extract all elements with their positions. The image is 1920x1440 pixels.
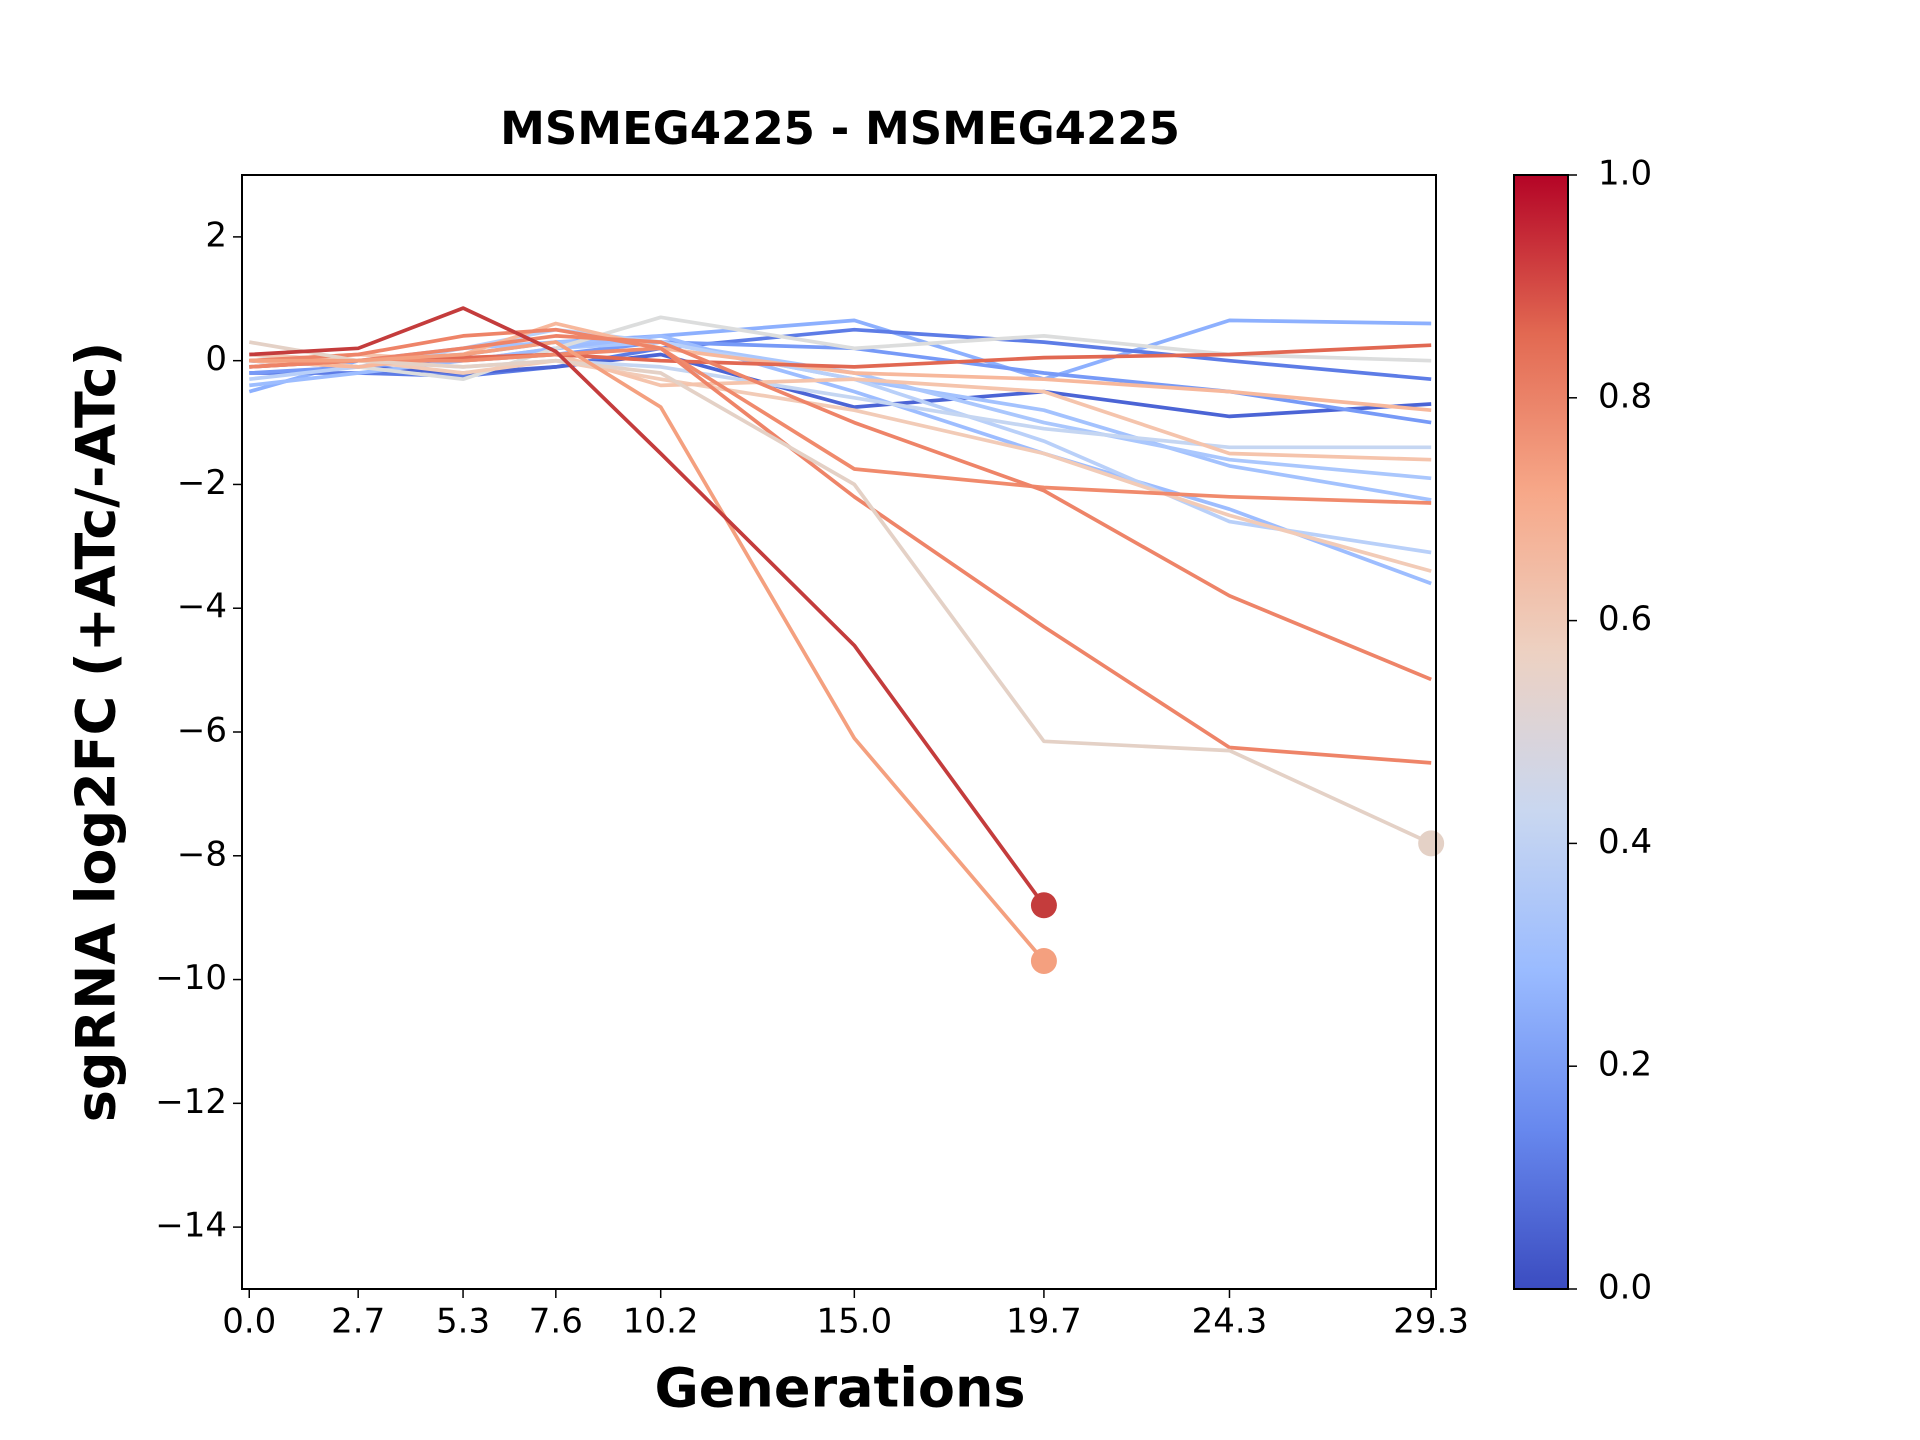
colorbar-tick-label: 0.4 — [1598, 822, 1652, 862]
end-marker — [1418, 830, 1445, 857]
y-tick-label: 0 — [205, 339, 227, 379]
colorbar-tick-label: 0.6 — [1598, 599, 1652, 639]
series-line — [249, 315, 1432, 382]
colorbar-tick-label: 0.2 — [1598, 1045, 1652, 1085]
end-marker — [1030, 892, 1057, 919]
x-tick-label: 15.0 — [816, 1302, 892, 1342]
y-tick-label: −6 — [177, 711, 227, 751]
y-tick-label: −8 — [177, 834, 227, 874]
end-marker — [1030, 947, 1057, 974]
series-line — [249, 306, 1046, 907]
series-line — [248, 340, 1432, 846]
x-tick-label: 0.0 — [222, 1302, 276, 1342]
x-tick-label: 10.2 — [623, 1302, 699, 1342]
y-tick-label: −2 — [177, 463, 227, 503]
colorbar-tick-label: 1.0 — [1598, 154, 1652, 194]
colorbar-tick-label: 0.8 — [1598, 376, 1652, 416]
colorbar — [1513, 174, 1569, 1290]
y-tick-label: 2 — [205, 215, 227, 255]
x-axis-label: Generations — [654, 1357, 1025, 1420]
y-tick-label: −14 — [155, 1206, 227, 1246]
plot-frame — [241, 174, 1437, 1290]
x-tick-label: 5.3 — [436, 1302, 490, 1342]
x-tick-label: 2.7 — [331, 1302, 385, 1342]
series-line — [249, 340, 1046, 963]
y-tick-label: −12 — [155, 1082, 227, 1122]
x-tick-label: 7.6 — [529, 1302, 583, 1342]
series-line — [249, 327, 1432, 765]
chart-title: MSMEG4225 - MSMEG4225 — [500, 102, 1180, 155]
y-tick-label: −10 — [155, 958, 227, 998]
colorbar-tick-label: 0.0 — [1598, 1268, 1652, 1308]
series-line — [249, 334, 1432, 682]
x-tick-label: 24.3 — [1192, 1302, 1268, 1342]
series-line — [249, 334, 1432, 586]
x-tick-label: 19.7 — [1006, 1302, 1082, 1342]
y-axis-label: sgRNA log2FC (+ATc/-ATc) — [65, 342, 128, 1123]
x-tick-label: 29.3 — [1393, 1302, 1469, 1342]
y-tick-label: −4 — [177, 587, 227, 627]
